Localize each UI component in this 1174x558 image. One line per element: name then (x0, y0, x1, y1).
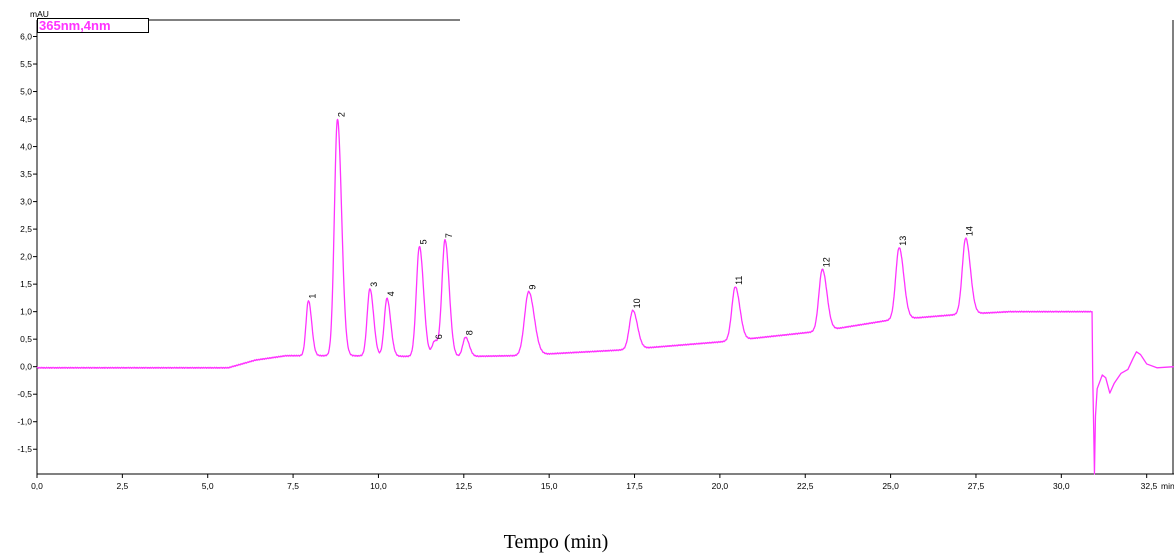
y-tick-label: 5,0 (20, 87, 32, 97)
y-tick-label: 6,0 (20, 32, 32, 42)
y-tick-label: 3,5 (20, 169, 32, 179)
x-tick-label: 30,0 (1053, 481, 1070, 491)
trace-layer (36, 118, 1174, 475)
y-tick-label: -0,5 (17, 389, 32, 399)
x-tick-label: 17,5 (626, 481, 643, 491)
peak-label: 3 (369, 282, 379, 287)
peak-label: 8 (465, 330, 475, 335)
x-tick-label: 12,5 (456, 481, 473, 491)
y-tick-label: 3,0 (20, 197, 32, 207)
y-tick-label: 2,5 (20, 224, 32, 234)
legend-box (37, 18, 149, 33)
x-tick-label: 25,0 (882, 481, 899, 491)
peak-label: 7 (444, 233, 454, 238)
peak-label: 12 (821, 257, 831, 267)
peak-label: 13 (898, 236, 908, 246)
x-tick-label: 0,0 (31, 481, 43, 491)
peak-label: 9 (528, 285, 538, 290)
y-tick-label: 1,5 (20, 279, 32, 289)
y-tick-label: 4,5 (20, 114, 32, 124)
x-axis-caption: Tempo (min) (504, 531, 609, 553)
peak-label: 6 (434, 334, 444, 339)
peak-label: 14 (965, 226, 975, 236)
x-tick-label: 20,0 (712, 481, 729, 491)
y-tick-label: -1,5 (17, 444, 32, 454)
x-tick-label: 27,5 (968, 481, 985, 491)
legend-text: 365nm,4nm (39, 18, 111, 33)
x-axis-ticks: 0,0 2,5 5,0 7,5 10,0 12,5 15,0 17,5 20,0 22,5 25,0… (31, 474, 1158, 491)
x-axis-unit-label: min (1161, 481, 1174, 491)
y-tick-label: 0,5 (20, 334, 32, 344)
x-tick-label: 15,0 (541, 481, 558, 491)
chromatogram-trace (36, 118, 1174, 475)
peak-label: 11 (734, 276, 744, 285)
y-tick-label: 0,0 (20, 362, 32, 372)
y-tick-label: 2,0 (20, 252, 32, 262)
axes: mAU min (30, 9, 1174, 491)
x-tick-label: 2,5 (116, 481, 128, 491)
x-tick-label: 5,0 (202, 481, 214, 491)
peak-label: 5 (418, 239, 428, 244)
legend: 365nm,4nm (37, 18, 149, 33)
y-tick-label: 4,0 (20, 142, 32, 152)
y-tick-label: -1,0 (17, 417, 32, 427)
peak-label: 2 (336, 112, 346, 117)
peak-label: 1 (307, 294, 317, 299)
x-tick-label: 10,0 (370, 481, 387, 491)
y-tick-label: 5,5 (20, 59, 32, 69)
y-axis-ticks: 6,0 5,5 5,0 4,5 4,0 3,5 3,0 2,5 2,0 1,5 1,0 0,5 0,0 -… (17, 32, 37, 454)
x-tick-label: 32,5 (1141, 481, 1158, 491)
x-tick-label: 22,5 (797, 481, 814, 491)
peak-label: 10 (632, 298, 642, 308)
y-axis-unit-label: mAU (30, 9, 49, 19)
x-tick-label: 7,5 (287, 481, 299, 491)
y-tick-label: 1,0 (20, 307, 32, 317)
peak-label: 4 (386, 291, 396, 296)
